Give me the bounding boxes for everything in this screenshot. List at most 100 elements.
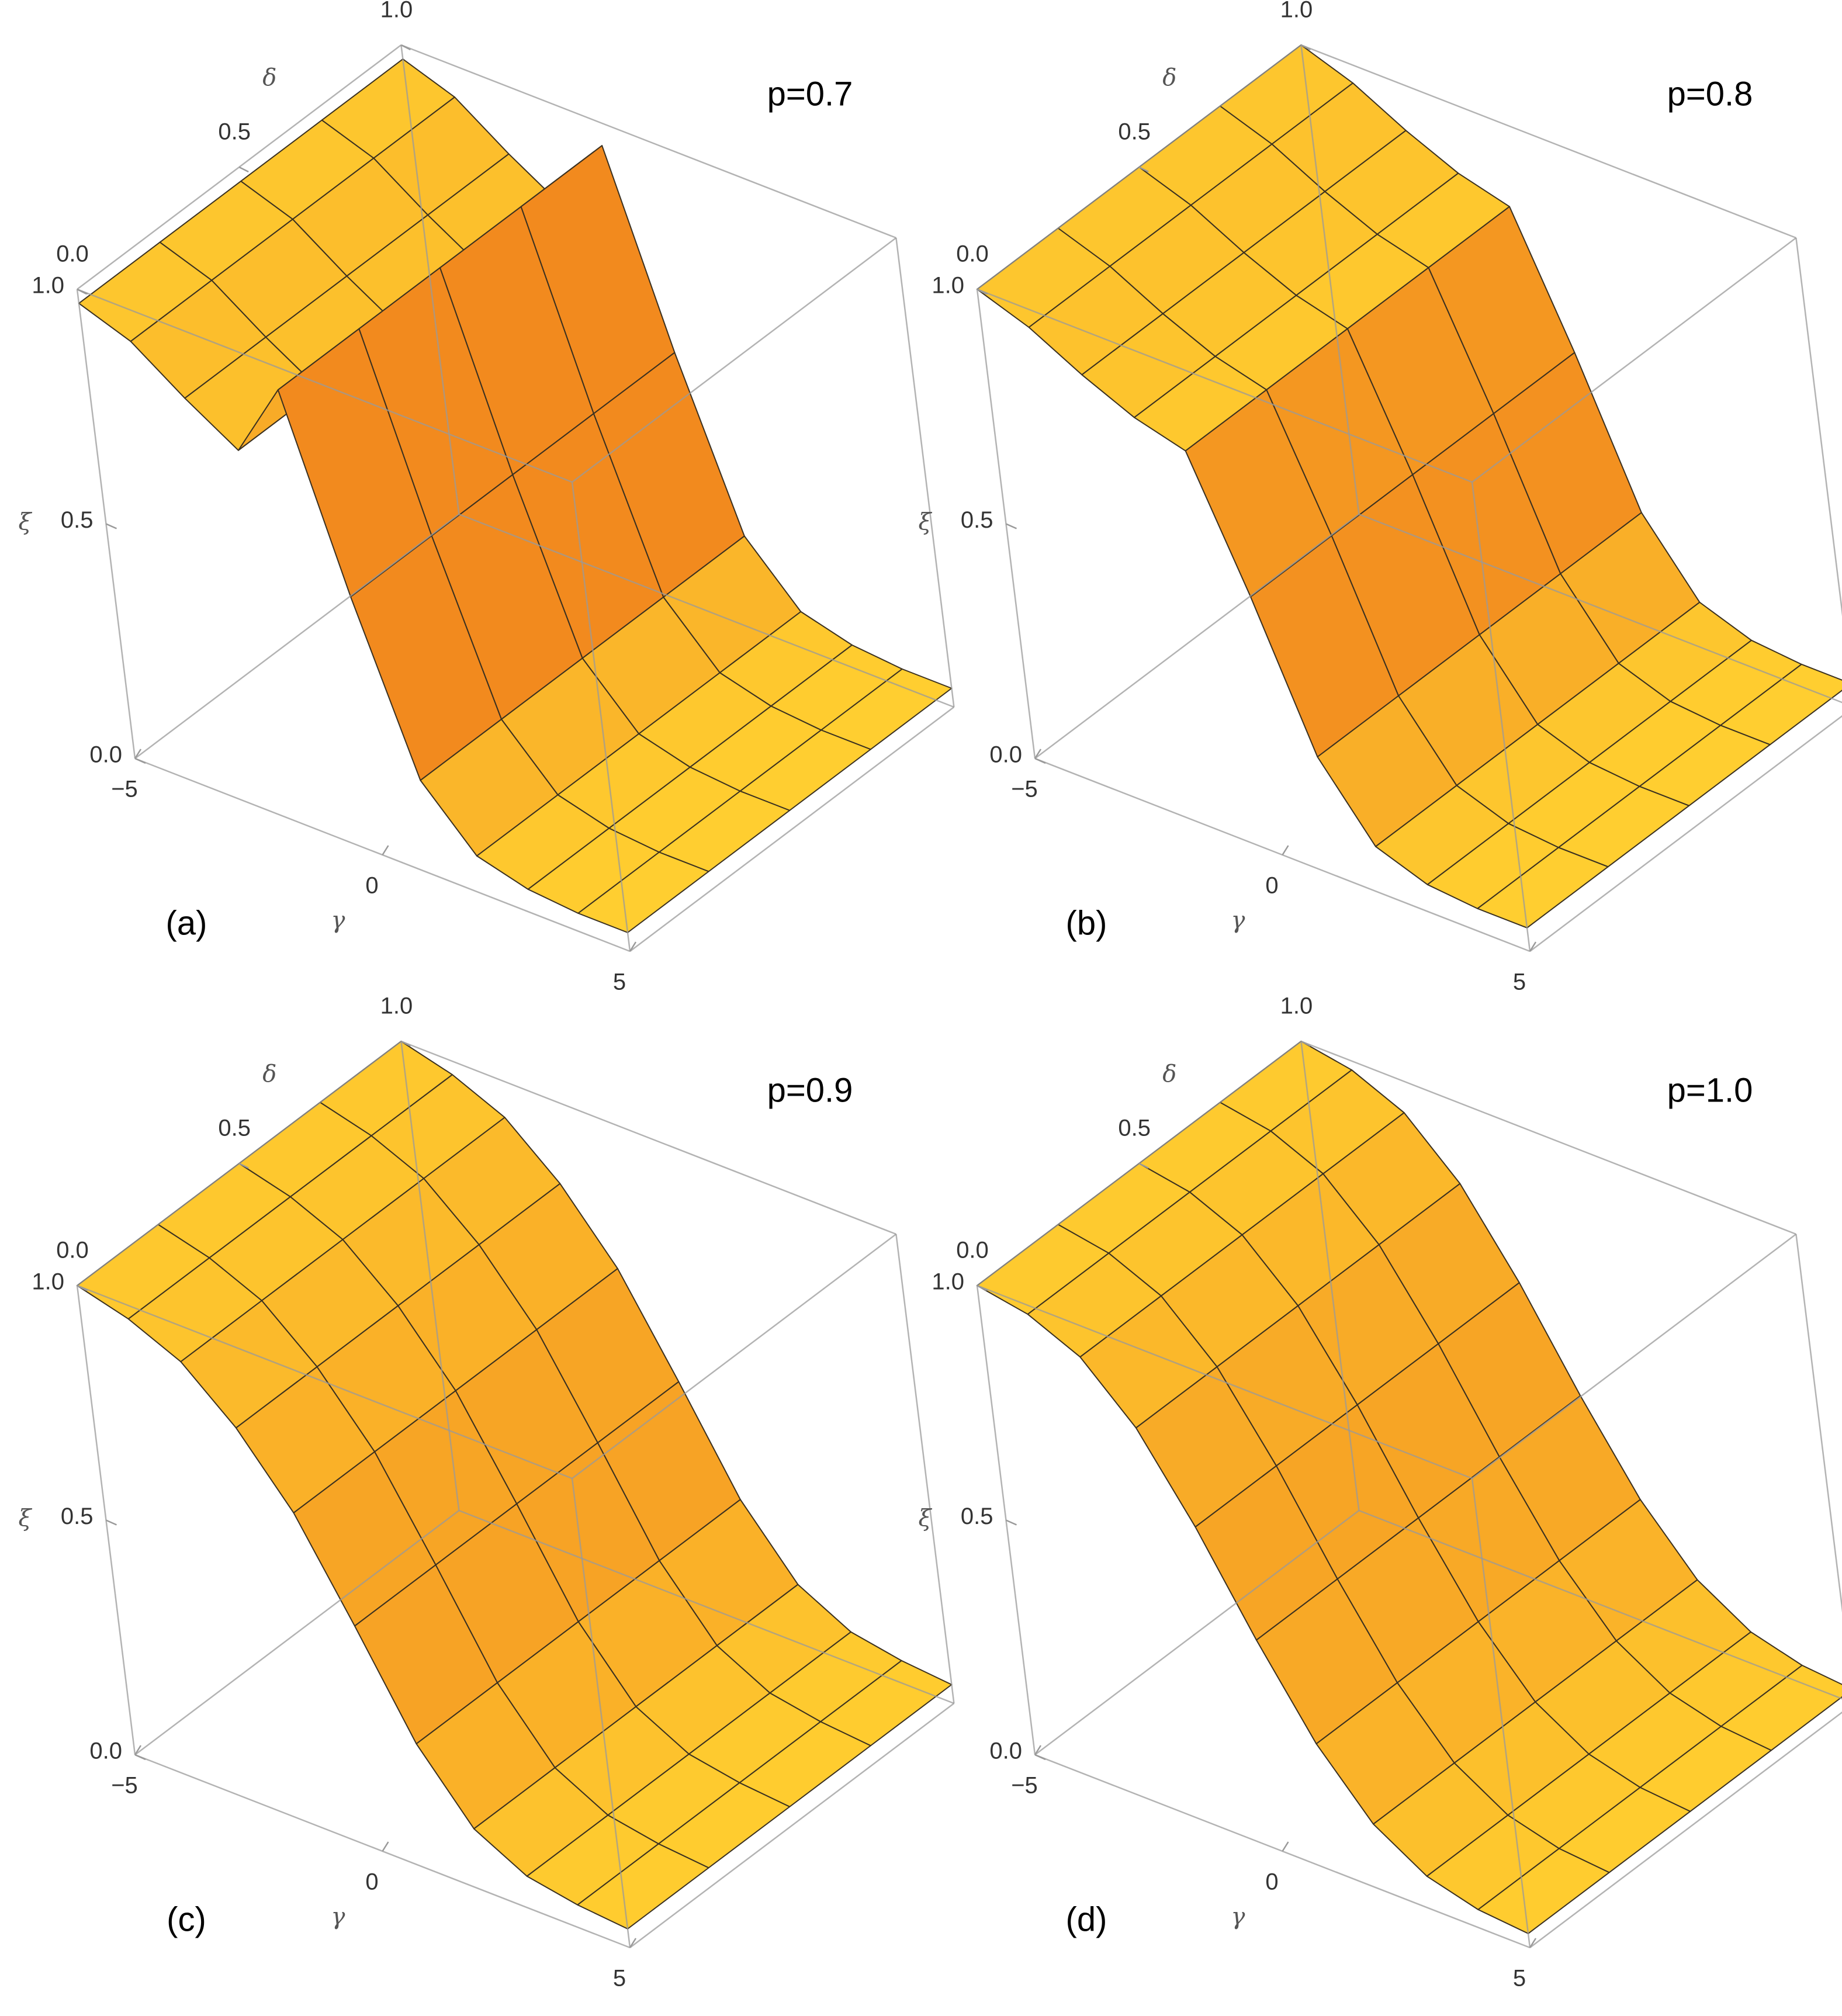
box-edge: [458, 513, 954, 708]
box-edge: [895, 237, 955, 708]
y-tick-label: 1.0: [1280, 0, 1313, 23]
box-edge: [134, 1510, 460, 1755]
box-edge: [572, 237, 897, 483]
z-axis-label: ξ: [19, 1505, 33, 1532]
z-tick: [105, 1519, 117, 1526]
box-edge: [629, 706, 955, 952]
y-axis-label: δ: [1162, 64, 1176, 91]
box-edge: [134, 514, 460, 759]
x-tick: [1282, 1841, 1289, 1852]
x-tick-label: −5: [111, 1773, 138, 1799]
x-axis-label: γ: [331, 1903, 345, 1930]
x-tick: [382, 1841, 389, 1852]
z-tick: [1034, 757, 1046, 764]
annotation: p=1.0: [1667, 1071, 1753, 1109]
z-tick-label: 0.5: [61, 1504, 94, 1529]
y-tick: [1300, 1040, 1311, 1047]
y-tick-label: 0.0: [56, 1238, 89, 1263]
box-edge: [1034, 514, 1360, 759]
x-tick-label: 5: [613, 969, 626, 995]
box-edge: [1471, 1478, 1531, 1948]
y-tick-label: 0.5: [1118, 1116, 1151, 1141]
z-tick-label: 0.0: [89, 1738, 122, 1764]
y-axis-label: δ: [262, 1061, 276, 1087]
x-tick: [134, 1745, 142, 1755]
box-edge: [1529, 1711, 1842, 1948]
x-tick-label: 5: [1513, 1966, 1526, 1991]
y-tick: [1138, 166, 1149, 173]
z-tick: [105, 523, 117, 529]
box-edge: [571, 1478, 631, 1948]
x-tick-label: 5: [1513, 969, 1526, 995]
box-edge: [77, 288, 573, 483]
y-tick-label: 0.5: [218, 1116, 251, 1141]
z-axis-label: ξ: [19, 509, 33, 536]
x-tick: [1282, 845, 1289, 855]
x-tick-label: −5: [111, 777, 138, 802]
box-edge: [1358, 513, 1842, 704]
panel: 0.0 0.5 1.0 0.0 0.5 1.0 −5 0 5 ξ δ γ p=0.7 (a): [19, 0, 955, 995]
box-edge: [1300, 44, 1360, 515]
x-tick-label: 0: [1265, 873, 1278, 899]
box-edge: [977, 1284, 1473, 1480]
annotation: p=0.7: [767, 75, 853, 113]
x-tick: [382, 845, 389, 855]
surface-patch: [577, 1843, 709, 1930]
annotation: p=0.8: [1667, 75, 1753, 113]
y-tick-label: 1.0: [1280, 993, 1313, 1019]
x-tick-label: 0: [365, 873, 378, 899]
panel-label: (a): [166, 904, 207, 942]
y-tick: [1138, 1162, 1149, 1169]
box-edge: [1300, 1041, 1360, 1511]
y-tick: [77, 1284, 87, 1291]
annotation: p=0.9: [767, 1071, 853, 1109]
x-tick: [1034, 1745, 1042, 1755]
z-tick-label: 0.0: [989, 1738, 1022, 1764]
x-tick-label: −5: [1011, 777, 1038, 802]
z-tick-label: 1.0: [932, 273, 964, 299]
y-tick-label: 0.5: [218, 119, 251, 145]
box-edge: [1471, 1234, 1797, 1479]
z-tick: [1005, 1519, 1017, 1526]
x-axis-label: γ: [1231, 1903, 1245, 1930]
x-tick: [1529, 941, 1537, 952]
y-tick-label: 0.0: [56, 241, 89, 267]
z-tick: [134, 1754, 146, 1761]
box-edge: [1300, 44, 1796, 239]
z-tick-label: 0.0: [89, 742, 122, 768]
box-edge: [1358, 1509, 1842, 1700]
panel-label: (d): [1066, 1900, 1107, 1938]
y-tick: [1300, 44, 1311, 51]
z-axis-label: ξ: [919, 1505, 933, 1532]
panel: 0.0 0.5 1.0 0.0 0.5 1.0 −5 0 5 ξ δ γ p=0.9 (c): [19, 993, 955, 1991]
z-tick: [1005, 523, 1017, 529]
box-edge: [1529, 715, 1842, 952]
z-tick-label: 1.0: [32, 273, 64, 299]
box-edge: [629, 1703, 955, 1948]
box-edge: [977, 288, 1473, 483]
x-tick: [629, 1938, 637, 1948]
box-edge: [400, 1040, 896, 1235]
y-axis-label: δ: [262, 64, 276, 91]
y-tick-label: 0.0: [956, 241, 989, 267]
y-tick-label: 0.0: [956, 1238, 989, 1263]
box-edge: [77, 1284, 573, 1480]
z-tick-label: 0.5: [61, 507, 94, 533]
y-tick: [977, 1284, 987, 1291]
x-axis-label: γ: [1231, 907, 1245, 934]
z-tick: [134, 757, 146, 764]
z-tick-label: 0.5: [961, 507, 993, 533]
box-edge: [571, 482, 631, 952]
surface-patch: [1477, 847, 1609, 929]
x-tick-label: 5: [613, 1966, 626, 1991]
y-tick: [400, 1040, 411, 1047]
box-edge: [1795, 237, 1842, 616]
y-tick-label: 0.5: [1118, 119, 1151, 145]
box-edge: [895, 1234, 955, 1704]
panel-label: (c): [167, 1900, 206, 1938]
x-tick: [134, 749, 142, 759]
box-edge: [1034, 1510, 1360, 1755]
z-tick: [1034, 1754, 1046, 1761]
x-tick-label: 0: [365, 1869, 378, 1895]
